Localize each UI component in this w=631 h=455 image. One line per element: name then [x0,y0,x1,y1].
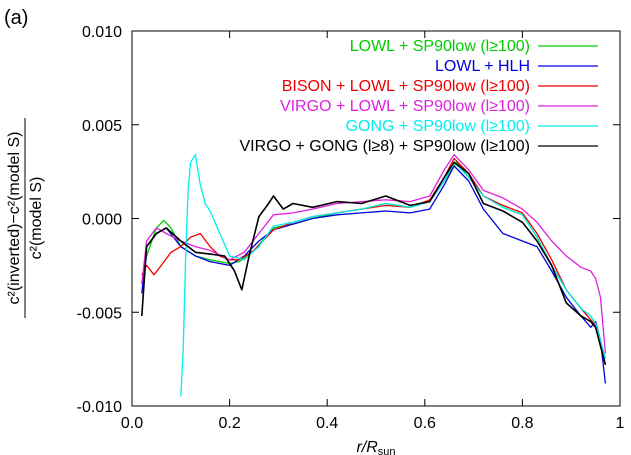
legend-label-6: VIRGO + GONG (l≥8) + SP90low (l≥100) [239,138,530,155]
series-line-2 [141,165,607,384]
legend-label-1: LOWL + SP90low (l≥100) [350,38,530,55]
plot-frame [131,30,621,407]
y-tick-label: 0.000 [82,212,122,229]
x-axis-label: r/Rsun [356,439,395,455]
series-line-1 [141,161,607,360]
series-layer [141,154,607,397]
y-tick-label: -0.010 [77,399,122,416]
y-axis-label-numerator: c²(inverted)−c²(model S) [6,132,23,305]
legend-label-4: VIRGO + LOWL + SP90low (l≥100) [280,98,530,115]
legend-label-2: LOWL + HLH [435,58,530,75]
x-tick-label: 0.2 [218,415,240,432]
x-tick-label: 0.0 [121,415,143,432]
legend-label-5: GONG + SP90low (l≥100) [346,118,530,135]
y-tick-label: -0.005 [77,305,122,322]
series-line-6 [141,161,607,366]
y-axis-label: c²(inverted)−c²(model S) c²(model S) [6,118,45,318]
x-tick-label: 1 [616,415,625,432]
legend-label-3: BISON + LOWL + SP90low (l≥100) [282,78,530,95]
x-axis-label-main: r/R [356,439,378,455]
x-tick-label: 0.4 [316,415,338,432]
x-axis-label-sub: sun [378,446,396,455]
series-line-5 [180,154,607,397]
x-tick-label: 0.6 [414,415,436,432]
y-tick-label: 0.010 [82,24,122,41]
x-tick-label: 0.8 [511,415,533,432]
y-axis-label-denominator: c²(model S) [28,177,45,260]
legend: LOWL + SP90low (l≥100) LOWL + HLH BISON + … [239,38,598,155]
tick-labels: 0.0 0.2 0.4 0.6 0.8 1 -0.010 -0.005 0.000 0.005 0.… [77,24,625,432]
panel-label: (a) [4,7,28,29]
y-tick-label: 0.005 [82,118,122,135]
